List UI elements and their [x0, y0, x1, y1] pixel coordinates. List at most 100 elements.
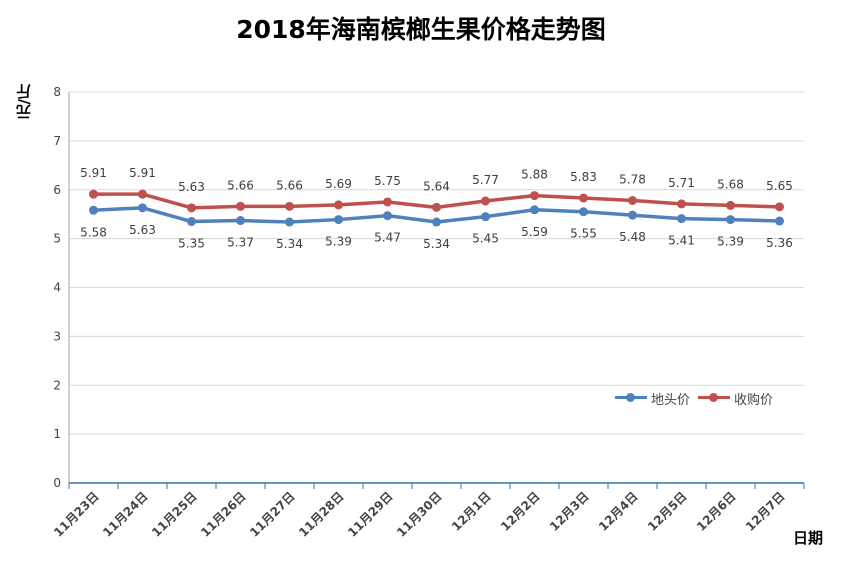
data-label-series-0: 5.34: [423, 237, 450, 251]
legend-swatch-series-0: [615, 391, 647, 405]
axes: [68, 92, 805, 489]
data-label-series-1: 5.63: [178, 180, 205, 194]
data-labels: 5.58 5.63 5.35 5.37 5.34 5.39 5.47 5.34 5.45 5.59…: [80, 166, 793, 251]
x-tick-label: 12月5日: [645, 489, 690, 534]
y-tick-label-5: 5: [53, 232, 61, 246]
y-tick-label-1: 1: [53, 427, 61, 441]
data-point-series-0: [530, 205, 539, 215]
data-point-series-0: [187, 217, 196, 227]
x-tick-label: 12月4日: [596, 489, 641, 534]
data-point-series-1: [89, 189, 98, 199]
legend-marker-series-0: [626, 393, 635, 402]
data-label-series-0: 5.35: [178, 237, 205, 251]
data-point-series-1: [579, 193, 588, 203]
data-point-series-0: [775, 216, 784, 226]
y-tick-labels: 0 1 2 3 4 5 6 7 8: [53, 85, 61, 490]
y-tick-label-8: 8: [53, 85, 61, 99]
legend-item-series-1: 收购价: [698, 389, 773, 408]
x-axis-label: 日期: [793, 529, 824, 547]
data-point-series-1: [383, 197, 392, 207]
data-label-series-1: 5.66: [276, 178, 303, 192]
data-label-series-0: 5.36: [766, 236, 793, 250]
x-tick-labels: 11月23日11月24日11月25日11月26日11月27日11月28日11月2…: [51, 489, 787, 539]
x-tick-label: 11月23日: [51, 489, 101, 539]
gridlines: [69, 91, 804, 435]
x-tick-label: 11月30日: [394, 489, 444, 539]
data-label-series-1: 5.65: [766, 179, 793, 193]
x-tick-label: 11月28日: [296, 489, 346, 539]
data-label-series-1: 5.91: [80, 166, 107, 180]
data-point-series-1: [628, 196, 637, 206]
y-tick-label-4: 4: [53, 281, 61, 295]
data-point-series-1: [530, 191, 539, 201]
data-point-series-0: [628, 210, 637, 220]
data-label-series-1: 5.91: [129, 166, 156, 180]
data-point-series-0: [236, 216, 245, 226]
y-tick-label-2: 2: [53, 378, 61, 392]
data-label-series-1: 5.66: [227, 178, 254, 192]
data-point-series-1: [138, 189, 147, 199]
legend-label-series-1: 收购价: [734, 392, 774, 408]
data-label-series-1: 5.64: [423, 179, 450, 193]
y-tick-label-3: 3: [53, 329, 61, 343]
data-point-series-1: [187, 203, 196, 213]
data-label-series-0: 5.34: [276, 237, 303, 251]
data-label-series-0: 5.63: [129, 223, 156, 237]
data-label-series-1: 5.75: [374, 174, 401, 188]
data-point-series-0: [285, 217, 294, 227]
data-label-series-0: 5.47: [374, 231, 401, 245]
x-tick-label: 11月26日: [198, 489, 248, 539]
data-label-series-0: 5.39: [717, 235, 744, 249]
x-tick-label: 11月25日: [149, 489, 199, 539]
data-point-series-0: [579, 207, 588, 217]
x-tick-label: 11月24日: [100, 489, 150, 539]
data-label-series-1: 5.68: [717, 177, 744, 191]
data-label-series-1: 5.83: [570, 170, 597, 184]
legend-item-series-0: 地头价: [615, 389, 690, 408]
data-label-series-0: 5.41: [668, 234, 695, 248]
data-point-series-1: [481, 196, 490, 206]
data-label-series-0: 5.37: [227, 236, 254, 250]
series-lines: [89, 189, 784, 227]
data-label-series-0: 5.39: [325, 235, 352, 249]
x-tick-label: 12月7日: [743, 489, 788, 534]
legend-marker-series-1: [709, 393, 719, 402]
x-tick-label: 11月29日: [345, 489, 395, 539]
x-tick-label: 12月1日: [449, 489, 494, 534]
x-tick-label: 11月27日: [247, 489, 297, 539]
legend: 地头价 收购价: [615, 389, 781, 408]
data-point-series-0: [89, 205, 98, 215]
data-label-series-1: 5.71: [668, 176, 695, 190]
data-point-series-1: [677, 199, 686, 209]
data-point-series-0: [334, 215, 343, 225]
data-point-series-1: [775, 202, 784, 212]
data-label-series-0: 5.48: [619, 230, 646, 244]
y-tick-label-6: 6: [53, 183, 61, 197]
data-point-series-1: [236, 201, 245, 211]
data-point-series-1: [285, 201, 294, 211]
x-tick-label: 12月3日: [547, 489, 592, 534]
data-label-series-1: 5.88: [521, 168, 548, 182]
data-point-series-0: [432, 217, 441, 227]
legend-swatch-series-1: [698, 391, 731, 405]
data-point-series-0: [677, 214, 686, 224]
data-label-series-0: 5.55: [570, 227, 597, 241]
data-point-series-0: [481, 212, 490, 222]
data-point-series-0: [138, 203, 147, 213]
data-label-series-1: 5.69: [325, 177, 352, 191]
data-label-series-1: 5.77: [472, 173, 499, 187]
x-tick-label: 12月2日: [498, 489, 543, 534]
data-point-series-1: [334, 200, 343, 210]
chart-title: 2018年海南槟榔生果价格走势图: [236, 15, 606, 44]
legend-label-series-0: 地头价: [651, 392, 691, 408]
y-tick-label-0: 0: [53, 476, 61, 490]
x-tick-label: 12月6日: [694, 489, 739, 534]
y-tick-label-7: 7: [53, 134, 61, 148]
data-label-series-1: 5.78: [619, 173, 646, 187]
data-point-series-0: [726, 215, 735, 225]
data-point-series-1: [726, 200, 735, 210]
data-point-series-1: [432, 202, 441, 212]
data-label-series-0: 5.59: [521, 225, 548, 239]
